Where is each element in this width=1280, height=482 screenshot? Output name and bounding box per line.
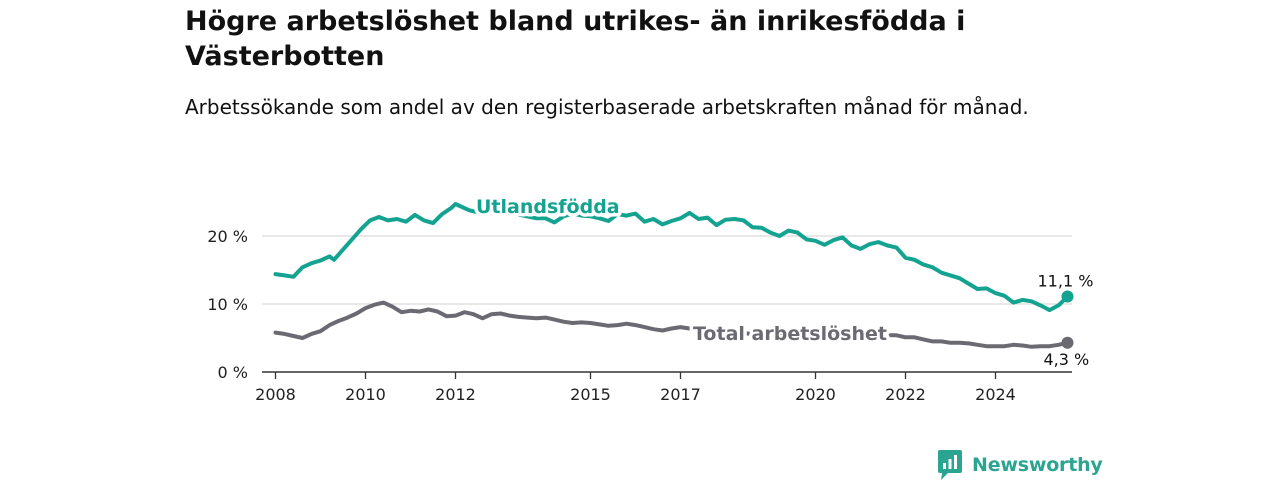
y-tick-label: 20 % (207, 227, 248, 246)
series-end-marker (1061, 290, 1074, 303)
series-name-label: Utlandsfödda (476, 196, 620, 218)
series-lines (273, 202, 1074, 349)
end-value-label: 11,1 % (1038, 272, 1094, 291)
newsworthy-logo-icon (938, 450, 962, 480)
x-tick-label: 2008 (255, 385, 296, 404)
series-end-marker (1061, 336, 1074, 349)
end-value-label: 4,3 % (1044, 350, 1090, 369)
grid-lines (262, 235, 1072, 305)
series-name-label: Total arbetslöshet (693, 323, 887, 345)
x-tick-label: 2020 (795, 385, 836, 404)
series-line-total (273, 300, 1070, 349)
x-tick-label: 2024 (975, 385, 1016, 404)
chart-subtitle: Arbetssökande som andel av den registerb… (185, 95, 1029, 119)
x-tick-label: 2010 (345, 385, 386, 404)
series-name-halo: Utlandsfödda (476, 196, 620, 218)
x-tick-label: 2012 (435, 385, 476, 404)
newsworthy-brand[interactable]: Newsworthy (936, 448, 1103, 482)
x-tick-label: 2015 (570, 385, 611, 404)
x-tick-label: 2017 (660, 385, 701, 404)
y-tick-label: 10 % (207, 295, 248, 314)
y-tick-label: 0 % (218, 363, 248, 382)
brand-name: Newsworthy (972, 454, 1103, 476)
series-name-halo: Total arbetslöshet (693, 323, 887, 345)
series-line-utlandsfodda (273, 202, 1070, 313)
series-labels: 11,1 %4,3 %UtlandsföddaUtlandsföddaTotal… (473, 193, 1094, 369)
axes: 0 % 10 % 20 % 2008 2010 2012 2015 2017 2020 2022 2… (207, 227, 1072, 404)
chart-title: Högre arbetslöshet bland utrikes- än inr… (185, 6, 966, 72)
x-tick-label: 2022 (885, 385, 926, 404)
